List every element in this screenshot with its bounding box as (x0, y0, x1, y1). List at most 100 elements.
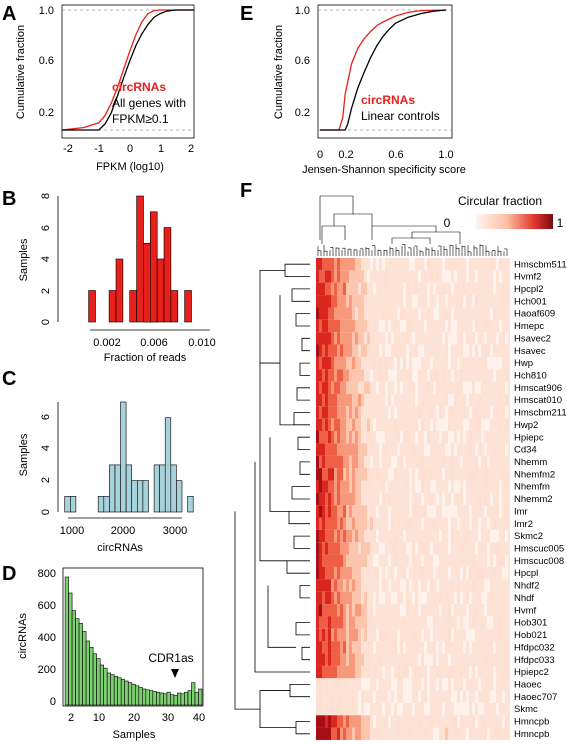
heatmap-cell (448, 567, 451, 580)
heatmap-cell (472, 505, 475, 518)
heatmap-cell (340, 529, 343, 543)
heatmap-cell (361, 690, 364, 703)
heatmap-cell (331, 554, 334, 567)
heatmap-cell (322, 431, 325, 444)
heatmap-cell (361, 665, 364, 679)
heatmap-cell (361, 727, 364, 740)
heatmap-cell (484, 492, 487, 506)
heatmap-cell (334, 468, 337, 481)
heatmap-cell (346, 579, 349, 592)
heatmap-cell (409, 517, 412, 530)
heatmap-cell (322, 628, 325, 642)
heatmap-cell (343, 529, 346, 543)
heatmap-cell (415, 369, 418, 382)
heatmap-cell (436, 653, 439, 666)
panel-letter-b: B (2, 188, 16, 210)
heatmap-row-label: Hmscuc008 (514, 556, 564, 567)
histogram-bar (113, 675, 118, 706)
heatmap-cell (436, 381, 439, 394)
heatmap-cell (316, 678, 319, 691)
heatmap-cell (391, 591, 394, 605)
heatmap-cell (445, 591, 448, 605)
heatmap-cell (427, 258, 430, 271)
heatmap-row-label: Hwp (514, 358, 533, 369)
heatmap-row-label: Hpcpl (514, 568, 538, 579)
heatmap-cell (499, 616, 502, 629)
heatmap-cell (364, 344, 367, 357)
heatmap-cell (478, 678, 481, 691)
heatmap-cell (397, 517, 400, 530)
heatmap-cell (352, 641, 355, 654)
heatmap-cell (319, 616, 322, 629)
heatmap-cell (427, 678, 430, 691)
heatmap-cell (430, 356, 433, 370)
heatmap-cell (403, 616, 406, 629)
histogram-bar (124, 680, 129, 706)
heatmap-cell (376, 567, 379, 580)
heatmap-cell (418, 665, 421, 679)
heatmap-cell (412, 295, 415, 308)
heatmap-cell (469, 381, 472, 394)
heatmap-cell (343, 381, 346, 394)
heatmap-cell (478, 344, 481, 357)
heatmap-cell (358, 369, 361, 382)
heatmap-cell (367, 381, 370, 394)
heatmap-cell (334, 258, 337, 271)
heatmap-cell (343, 258, 346, 271)
heatmap-cell (322, 542, 325, 555)
panel-d-ytick: 600 (38, 600, 56, 612)
heatmap-cell (337, 443, 340, 456)
heatmap-cell (463, 406, 466, 419)
heatmap-cell (343, 468, 346, 481)
heatmap-row-label: Nhemm (514, 457, 547, 468)
heatmap-cell (412, 628, 415, 642)
panel-a-xtick: 1 (158, 143, 164, 155)
series-line (61, 9, 194, 131)
heatmap-cell (451, 529, 454, 543)
heatmap-cell (337, 381, 340, 394)
heatmap-cell (385, 332, 388, 345)
heatmap-cell (421, 468, 424, 481)
heatmap-cell (472, 319, 475, 333)
heatmap-cell (358, 431, 361, 444)
panel-letter-e: E (240, 3, 253, 25)
heatmap-cell (436, 554, 439, 567)
heatmap-cell (379, 356, 382, 370)
heatmap-cell (490, 406, 493, 419)
heatmap-cell (334, 641, 337, 654)
heatmap-cell (430, 418, 433, 432)
heatmap-cell (355, 344, 358, 357)
heatmap-cell (403, 295, 406, 308)
heatmap-cell (331, 295, 334, 308)
histogram-bar (64, 576, 69, 706)
heatmap-cell (331, 282, 334, 296)
heatmap-cell (337, 406, 340, 419)
histogram-bar (159, 692, 164, 706)
heatmap-cell (373, 665, 376, 679)
heatmap-cell (424, 270, 427, 283)
heatmap-cell (346, 715, 349, 728)
heatmap-cell (391, 542, 394, 555)
heatmap-cell (325, 319, 328, 333)
heatmap-row-label: Skmc2 (514, 531, 543, 542)
panel-b: B Samples 0 2 4 6 8 0.002 0.006 0.010 Fr… (2, 188, 216, 364)
heatmap-row-label: Hwp2 (514, 420, 538, 431)
heatmap-cell (403, 604, 406, 617)
heatmap-cell (436, 270, 439, 283)
heatmap-cell (466, 393, 469, 407)
heatmap-cell (337, 468, 340, 481)
heatmap-cell (349, 381, 352, 394)
heatmap-cell (451, 369, 454, 382)
histogram-bar (170, 290, 179, 323)
heatmap-cell (361, 542, 364, 555)
heatmap-cell (466, 727, 469, 740)
histogram-bar (153, 464, 161, 513)
heatmap-cell (484, 344, 487, 357)
heatmap-cell (481, 542, 484, 555)
heatmap-cell (358, 628, 361, 642)
heatmap-cell (490, 356, 493, 370)
heatmap-cell (352, 517, 355, 530)
heatmap-cell (487, 529, 490, 543)
heatmap-cell (349, 628, 352, 642)
heatmap-cell (346, 567, 349, 580)
